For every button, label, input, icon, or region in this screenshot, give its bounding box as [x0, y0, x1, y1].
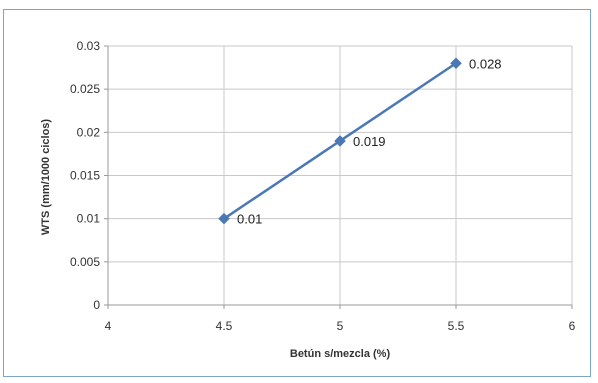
- x-tick-label: 4.5: [216, 319, 233, 333]
- data-label: 0.019: [353, 134, 386, 149]
- data-point-marker: [450, 57, 462, 70]
- x-tick-label: 5.5: [448, 319, 465, 333]
- data-label: 0.01: [237, 212, 262, 227]
- y-tick-label: 0.03: [77, 39, 101, 53]
- chart-frame: [3, 9, 591, 377]
- y-tick-label: 0.025: [70, 82, 100, 96]
- y-tick-label: 0.01: [77, 212, 101, 226]
- x-axis-title: Betún s/mezcla (%): [290, 348, 391, 360]
- x-tick-label: 5: [337, 319, 344, 333]
- data-point-marker: [218, 212, 230, 225]
- x-tick-labels: 4 4.5 5 5.5 6: [105, 319, 576, 333]
- data-labels: 0.01 0.019 0.028: [237, 56, 502, 226]
- y-tick-label: 0.015: [70, 169, 100, 183]
- y-tick-labels: 0 0.005 0.01 0.015 0.02 0.025 0.03: [70, 39, 100, 312]
- y-tick-label: 0.02: [77, 125, 101, 139]
- y-tick-label: 0.005: [70, 255, 100, 269]
- y-tick-label: 0: [93, 298, 100, 312]
- data-points: [218, 57, 462, 225]
- x-tick-label: 4: [105, 319, 112, 333]
- data-point-marker: [334, 135, 346, 147]
- data-label: 0.028: [469, 56, 502, 71]
- x-tick-label: 6: [569, 319, 576, 333]
- grid-lines: [108, 45, 573, 305]
- axes: [104, 45, 573, 309]
- y-axis-title: WTS (mm/1000 ciclos): [40, 119, 52, 235]
